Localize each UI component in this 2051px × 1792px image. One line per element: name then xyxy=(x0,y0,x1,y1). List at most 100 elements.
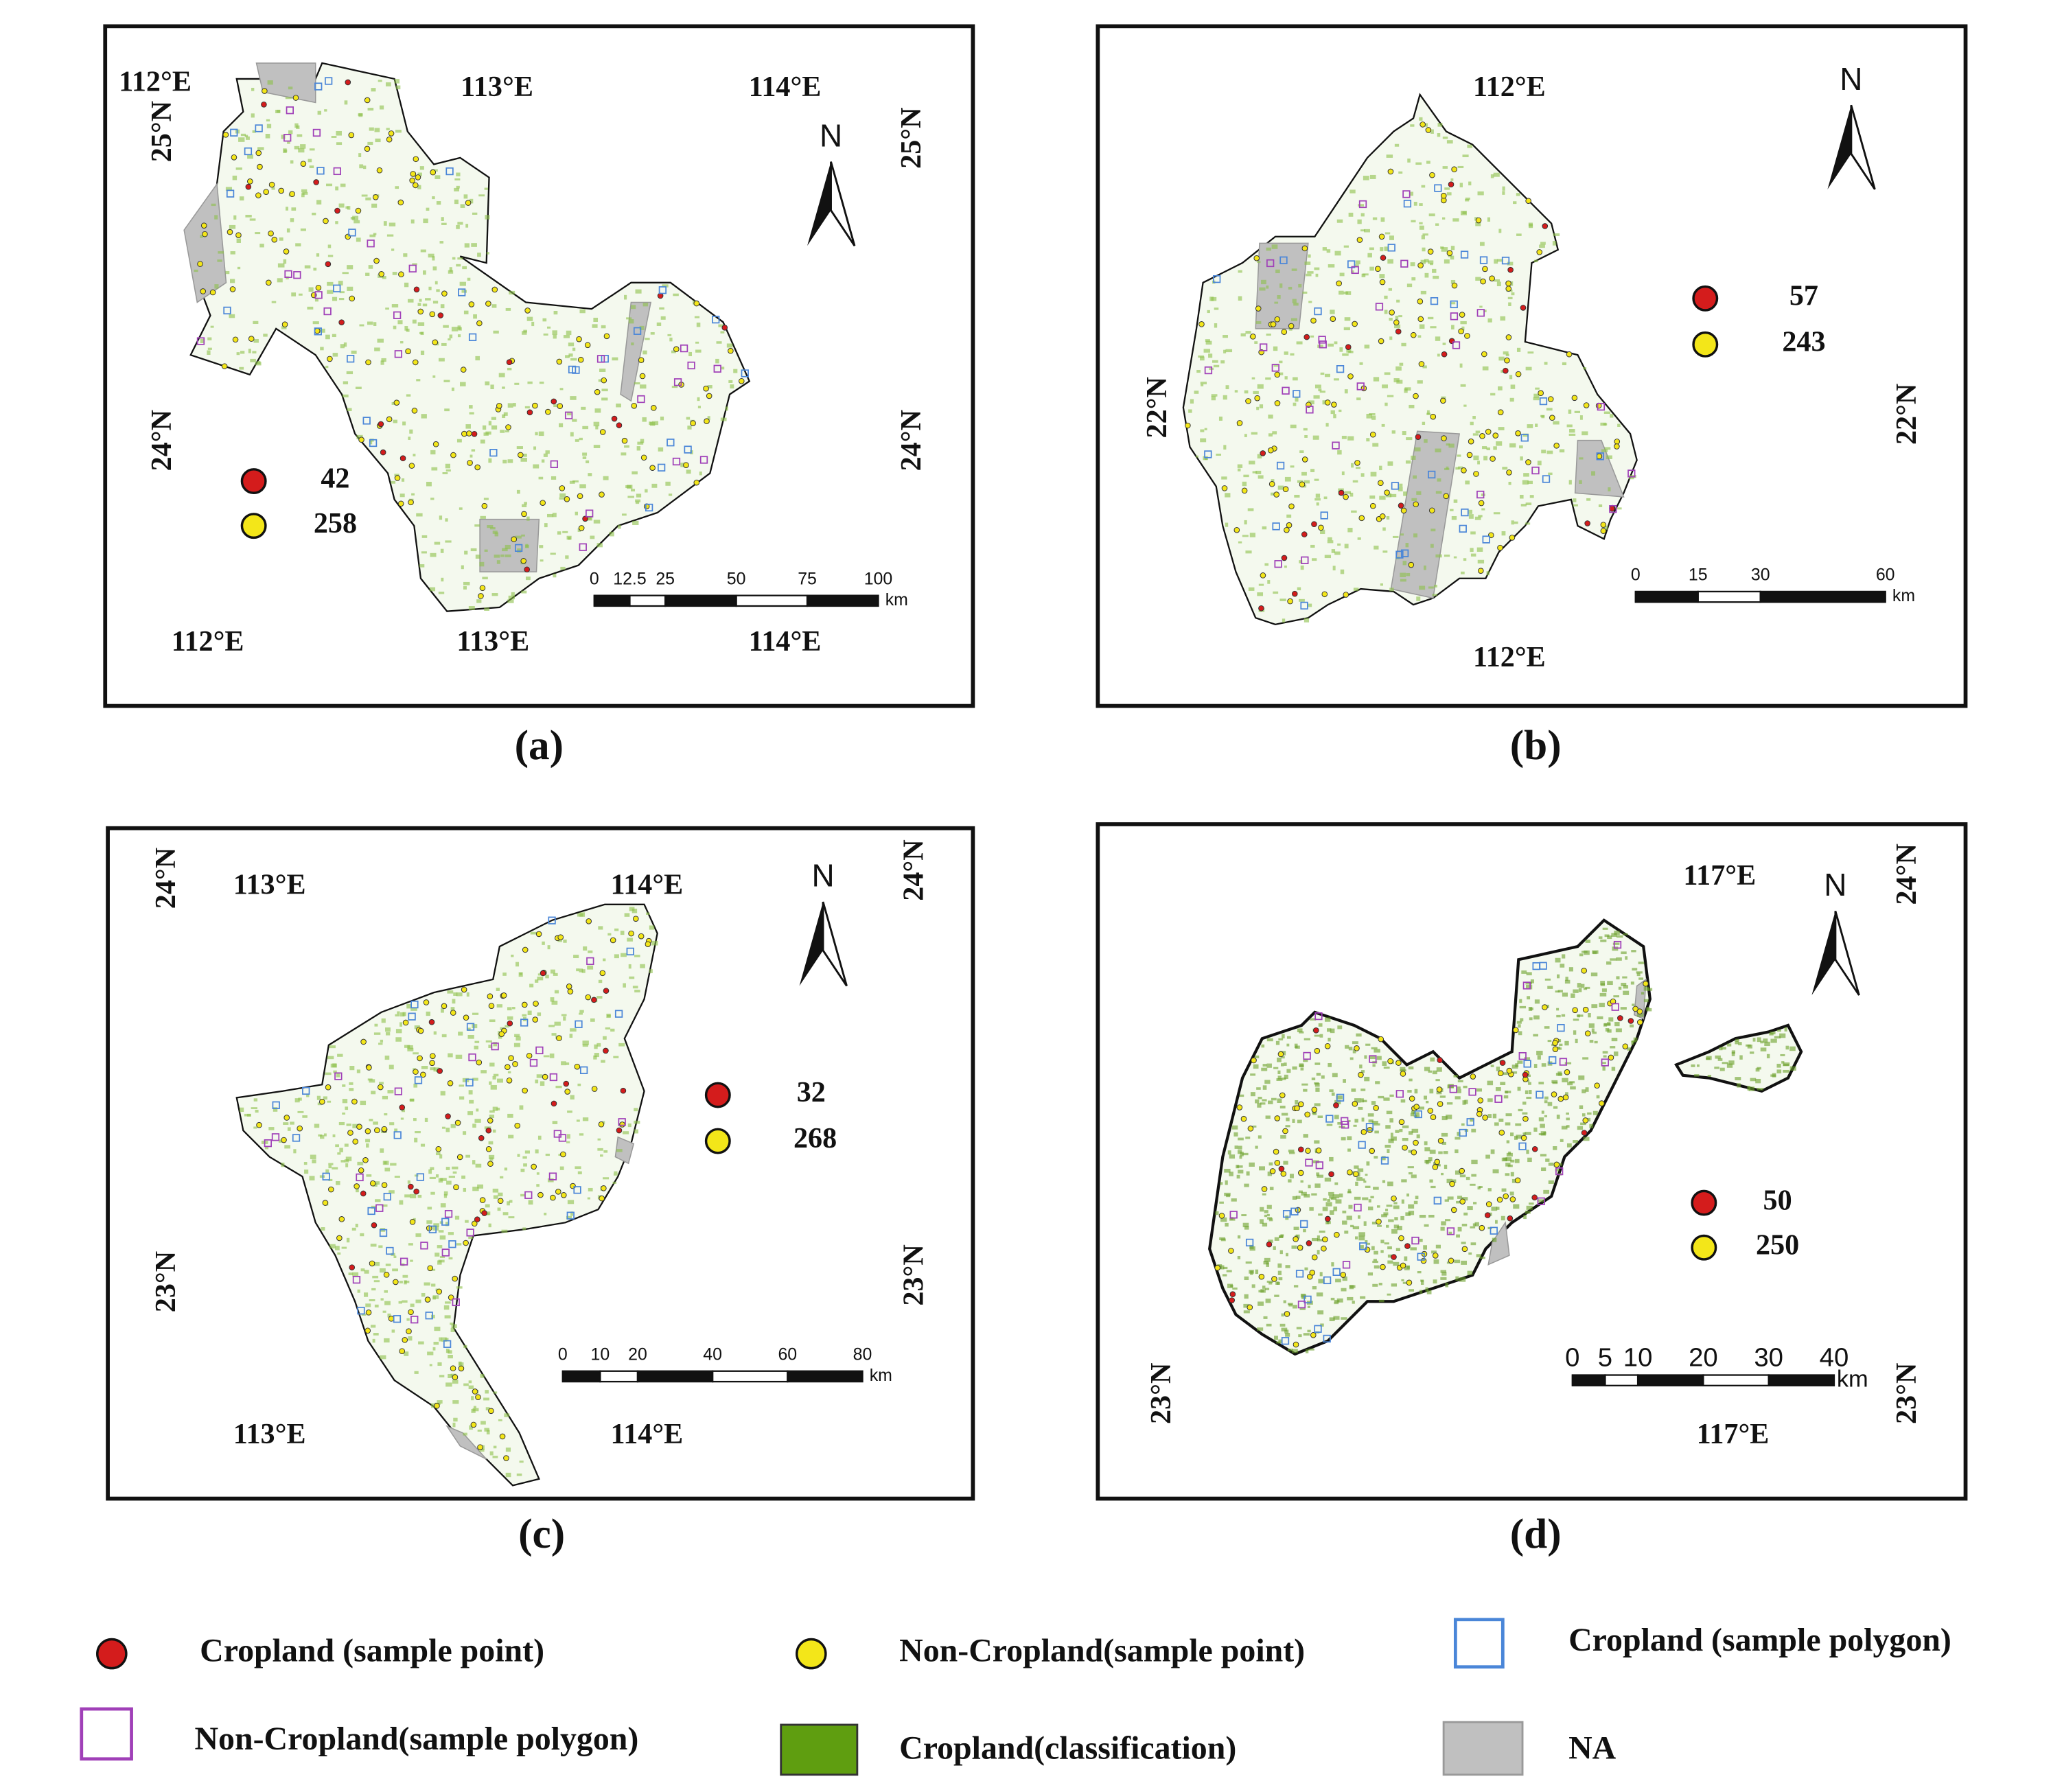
cropland-sample-polygon xyxy=(1325,1115,1334,1123)
cropland-pixel xyxy=(520,457,527,462)
cropland-pixel xyxy=(1430,1057,1435,1062)
cropland-pixel xyxy=(338,203,345,208)
cropland-pixel xyxy=(1406,1193,1410,1197)
cropland-pixel xyxy=(1506,1140,1510,1143)
cropland-sample-point xyxy=(399,455,406,462)
cropland-pixel xyxy=(592,324,598,328)
noncropland-sample-point xyxy=(564,496,570,502)
cropland-pixel xyxy=(1463,558,1467,561)
noncropland-sample-point xyxy=(559,485,566,491)
noncropland-sample-point xyxy=(521,1001,528,1008)
cropland-pixel xyxy=(1380,583,1383,586)
cropland-pixel xyxy=(1219,1237,1226,1240)
cropland-pixel xyxy=(355,1224,358,1228)
cropland-pixel xyxy=(603,476,609,480)
cropland-pixel xyxy=(389,222,396,226)
cropland-pixel xyxy=(327,281,334,286)
noncropland-sample-point xyxy=(728,347,734,354)
cropland-pixel xyxy=(347,286,354,291)
cropland-pixel xyxy=(1533,259,1538,263)
cropland-pixel xyxy=(457,222,463,225)
cropland-pixel xyxy=(373,1121,378,1125)
cropland-pixel xyxy=(1362,1197,1369,1200)
cropland-pixel xyxy=(1441,1172,1444,1176)
cropland-pixel xyxy=(560,566,566,570)
cropland-pixel xyxy=(421,551,427,554)
cropland-pixel xyxy=(575,439,579,442)
cropland-pixel xyxy=(1455,1276,1459,1281)
cropland-pixel xyxy=(593,1055,597,1060)
cropland-pixel xyxy=(1455,1149,1459,1154)
scale-bar-label: 60 xyxy=(778,1345,797,1364)
cropland-pixel xyxy=(1387,1260,1393,1264)
noncropland-sample-polygon xyxy=(264,1139,273,1148)
cropland-pixel xyxy=(330,1063,337,1068)
cropland-pixel xyxy=(1529,1090,1532,1095)
cropland-pixel xyxy=(1433,275,1439,279)
noncropland-sample-point xyxy=(362,1157,369,1163)
north-label: N xyxy=(811,858,834,894)
cropland-pixel xyxy=(1273,1067,1279,1069)
cropland-pixel xyxy=(281,1162,285,1167)
cropland-pixel xyxy=(1406,572,1411,577)
cropland-pixel xyxy=(1360,1296,1366,1299)
cropland-sample-polygon xyxy=(443,1340,452,1348)
cropland-pixel xyxy=(1442,166,1448,169)
cropland-pixel xyxy=(1315,273,1319,277)
cropland-pixel xyxy=(1244,434,1247,437)
cropland-pixel xyxy=(1459,1277,1466,1282)
cropland-pixel xyxy=(1371,1047,1378,1049)
cropland-pixel xyxy=(1257,1103,1262,1108)
noncropland-sample-point xyxy=(1417,298,1424,305)
cropland-pixel xyxy=(466,992,470,997)
noncropland-sample-point xyxy=(1284,526,1290,533)
noncropland-sample-point xyxy=(417,308,424,315)
cropland-pixel xyxy=(1460,321,1467,325)
cropland-pixel xyxy=(1526,972,1532,976)
noncropland-sample-point xyxy=(435,1145,442,1152)
noncropland-sample-point xyxy=(327,1186,334,1193)
cropland-pixel xyxy=(1614,1022,1620,1027)
noncropland-sample-point xyxy=(450,1365,456,1372)
cropland-pixel xyxy=(1471,1174,1476,1177)
cropland-pixel xyxy=(1760,1040,1764,1044)
cropland-sample-polygon xyxy=(514,544,523,552)
noncropland-sample-point xyxy=(1387,168,1394,175)
cropland-sample-polygon xyxy=(468,333,477,341)
cropland-pixel xyxy=(1777,1029,1781,1032)
cropland-pixel xyxy=(1365,1185,1371,1188)
cropland-pixel xyxy=(1516,1134,1522,1139)
noncropland-sample-point xyxy=(1552,1046,1559,1052)
cropland-pixel xyxy=(1393,1202,1398,1205)
cropland-pixel xyxy=(1292,1349,1298,1353)
noncropland-sample-point xyxy=(594,388,601,395)
noncropland-sample-point xyxy=(1584,1030,1591,1037)
cropland-pixel xyxy=(1464,1099,1468,1104)
cropland-pixel xyxy=(720,417,727,421)
cropland-pixel xyxy=(507,403,513,408)
cropland-pixel xyxy=(1320,529,1325,535)
cropland-pixel xyxy=(460,382,466,386)
cropland-pixel xyxy=(1544,978,1551,981)
noncropland-sample-polygon xyxy=(550,460,558,468)
cropland-pixel xyxy=(364,1270,369,1274)
noncropland-sample-point xyxy=(481,502,488,509)
noncropland-sample-polygon xyxy=(1369,1055,1377,1063)
cropland-pixel xyxy=(1568,433,1576,436)
cropland-pixel xyxy=(1194,391,1199,394)
cropland-pixel xyxy=(493,1042,497,1047)
noncropland-sample-point xyxy=(1358,1071,1364,1078)
cropland-pixel xyxy=(240,351,245,354)
noncropland-sample-point xyxy=(1267,447,1274,454)
cropland-pixel xyxy=(1314,1082,1320,1087)
cropland-pixel xyxy=(239,196,244,201)
cropland-pixel xyxy=(437,1362,442,1366)
cropland-pixel xyxy=(512,1007,515,1010)
cropland-pixel xyxy=(477,1184,484,1189)
cropland-pixel xyxy=(1294,494,1300,498)
noncropland-sample-polygon xyxy=(1400,259,1409,268)
longitude-label: 114°E xyxy=(610,869,683,901)
cropland-sample-point xyxy=(1441,351,1448,358)
cropland-pixel xyxy=(416,513,423,517)
cropland-pixel xyxy=(1399,1128,1403,1132)
